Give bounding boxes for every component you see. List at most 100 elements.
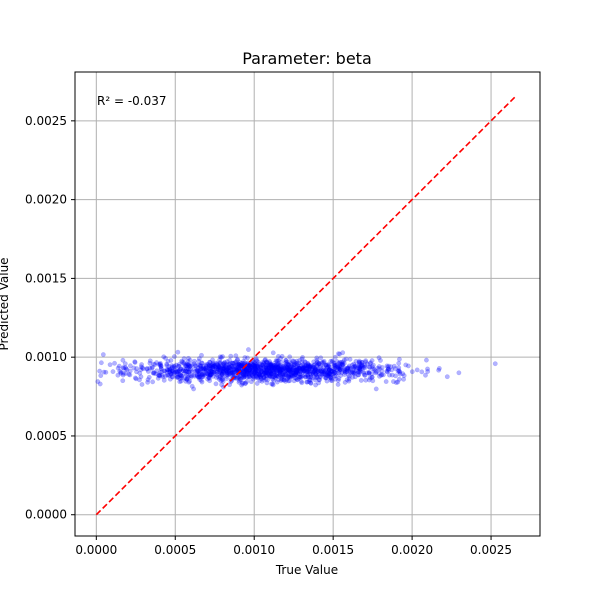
scatter-point <box>177 376 183 382</box>
scatter-point <box>285 374 291 380</box>
scatter-point <box>273 364 279 370</box>
scatter-point <box>188 363 194 369</box>
scatter-point <box>344 368 350 374</box>
scatter-point <box>295 367 301 373</box>
scatter-point <box>159 369 165 375</box>
scatter-point <box>197 374 203 380</box>
scatter-point <box>367 375 373 381</box>
scatter-point <box>293 372 299 378</box>
scatter-point <box>314 357 320 363</box>
scatter-point <box>308 371 314 377</box>
scatter-point <box>397 369 403 375</box>
scatter-point <box>228 363 234 369</box>
scatter-point <box>137 370 143 376</box>
scatter-point <box>335 381 341 387</box>
scatter-point <box>326 367 332 373</box>
scatter-point <box>186 379 192 385</box>
scatter-point <box>261 367 267 373</box>
scatter-point <box>293 370 299 376</box>
scatter-point <box>311 369 316 375</box>
scatter-point <box>206 362 211 367</box>
scatter-point <box>172 369 178 375</box>
scatter-point <box>236 366 242 372</box>
scatter-point <box>331 370 337 375</box>
scatter-point <box>307 377 313 383</box>
scatter-point <box>179 373 185 379</box>
scatter-point <box>391 363 397 369</box>
scatter-point <box>305 369 311 374</box>
scatter-point <box>329 359 335 365</box>
scatter-point <box>198 378 204 383</box>
scatter-point <box>178 366 184 372</box>
scatter-point <box>325 370 331 376</box>
scatter-point <box>336 366 342 372</box>
scatter-point <box>248 364 254 370</box>
scatter-point <box>228 367 234 373</box>
scatter-point <box>220 368 226 374</box>
scatter-point <box>385 364 391 370</box>
scatter-point <box>305 364 311 370</box>
scatter-point <box>177 368 183 374</box>
scatter-point <box>97 368 103 374</box>
scatter-point <box>263 370 269 376</box>
scatter-point <box>414 367 420 373</box>
scatter-point <box>278 369 284 375</box>
scatter-point <box>215 362 221 368</box>
scatter-point <box>205 372 211 378</box>
scatter-point <box>196 371 202 377</box>
scatter-point <box>423 372 428 378</box>
scatter-point <box>352 364 358 370</box>
scatter-point <box>177 379 183 385</box>
scatter-point <box>312 366 318 372</box>
scatter-point <box>314 375 320 380</box>
scatter-point <box>295 377 301 383</box>
scatter-point <box>369 374 375 380</box>
scatter-point <box>281 370 287 376</box>
scatter-point <box>313 371 319 377</box>
scatter-point <box>328 375 334 381</box>
scatter-point <box>332 363 338 369</box>
scatter-point <box>380 372 386 378</box>
scatter-point <box>326 367 332 373</box>
scatter-point <box>214 368 220 373</box>
scatter-point <box>258 368 264 374</box>
scatter-point <box>287 369 293 374</box>
scatter-point <box>368 360 374 366</box>
scatter-point <box>300 354 306 360</box>
scatter-point <box>253 367 259 373</box>
scatter-point <box>293 368 299 373</box>
scatter-point <box>336 364 342 370</box>
scatter-point <box>277 369 283 375</box>
scatter-point <box>242 355 248 360</box>
scatter-point <box>217 375 223 381</box>
scatter-point <box>294 366 300 372</box>
scatter-point <box>252 363 257 369</box>
scatter-point <box>268 366 274 371</box>
scatter-point <box>211 369 217 375</box>
scatter-point <box>279 371 285 377</box>
scatter-point <box>270 370 276 376</box>
scatter-point <box>198 370 203 375</box>
scatter-point <box>271 362 277 368</box>
scatter-point <box>265 377 271 383</box>
scatter-point <box>169 368 175 374</box>
scatter-point <box>224 359 230 365</box>
scatter-point <box>241 370 247 376</box>
scatter-point <box>187 378 193 384</box>
scatter-point <box>192 366 198 372</box>
scatter-point <box>340 359 346 365</box>
scatter-point <box>205 376 211 382</box>
scatter-point <box>154 360 160 366</box>
scatter-point <box>196 368 202 373</box>
x-tick-label: 0.0025 <box>470 543 512 557</box>
scatter-point <box>300 362 306 368</box>
scatter-point <box>230 365 236 371</box>
scatter-point <box>198 363 204 369</box>
scatter-point <box>304 368 310 374</box>
scatter-point <box>210 357 216 363</box>
scatter-point <box>255 366 261 372</box>
scatter-point <box>258 364 264 370</box>
scatter-point <box>242 372 248 378</box>
scatter-point <box>268 365 274 371</box>
scatter-point <box>284 359 290 365</box>
